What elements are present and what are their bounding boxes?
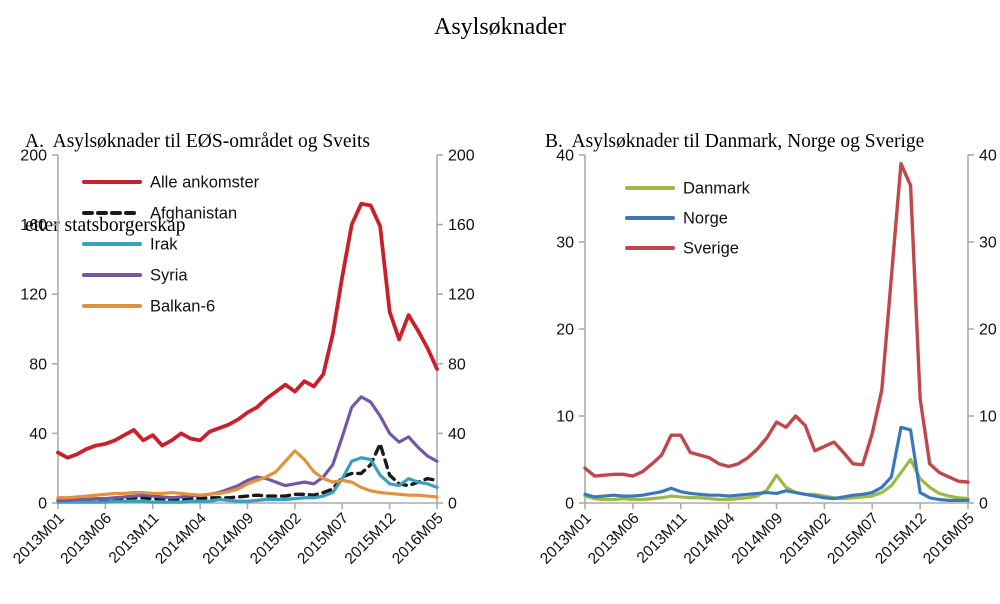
panel-b-y-tick-label-left: 10: [556, 409, 574, 426]
panel-a-y-tick-label-right: 40: [448, 426, 466, 443]
panel-b-x-tick-label: 2014M09: [729, 510, 787, 568]
panel-b-y-tick-label-right: 10: [979, 409, 997, 426]
panel-b-x-tick-label: 2014M04: [681, 510, 739, 568]
panel-b-y-tick-label-left: 40: [556, 148, 574, 165]
panel-a-x-tick-label: 2015M02: [247, 510, 305, 568]
panel-a-title-line1: A. Asylsøknader til EØS-området og Sveit…: [25, 131, 371, 152]
panel-a-series-line-balkan-6: [56, 449, 439, 500]
panel-b-y-tick-label-right: 30: [979, 235, 997, 252]
panel-b-x-tick-label: 2016M05: [920, 510, 978, 568]
panel-a-x-tick-label: 2014M04: [152, 510, 210, 568]
panel-b-y-tick-label-right: 40: [979, 148, 997, 165]
panel-a-x-tick-label: 2013M01: [10, 510, 68, 568]
panel-a-y-tick-label-right: 120: [448, 287, 475, 304]
panel-a-series-line-syria: [56, 395, 439, 502]
panel-b-y-tick-label-left: 0: [565, 496, 574, 513]
panel-b-series-line-danmark: [583, 457, 970, 502]
panel-b-x-tick-label: 2015M07: [824, 510, 882, 568]
panel-a-y-tick-label-right: 160: [448, 217, 475, 234]
panel-a-title-line2: etter statsborgerskap: [25, 215, 186, 236]
panel-a-y-tick-label-right: 80: [448, 356, 466, 373]
panel-a-y-tick-label-left: 160: [20, 217, 47, 234]
panel-a-y-tick-label-left: 0: [38, 496, 47, 513]
panel-b-y-tick-label-right: 0: [979, 496, 988, 513]
panel-a-y-tick-label-left: 80: [29, 356, 47, 373]
panel-a-legend-label-alle-ankomster: Alle ankomster: [150, 174, 260, 192]
panel-b-series-line-norge: [583, 425, 970, 502]
panel-a-y-tick-label-right: 200: [448, 148, 475, 165]
panel-a-x-tick-label: 2015M12: [342, 510, 400, 568]
panel-b-legend-label-norge: Norge: [683, 210, 728, 228]
panel-a-series-line-alle-ankomster: [56, 201, 439, 460]
panel-a-y-tick-label-left: 120: [20, 287, 47, 304]
panel-b-title-line1: B. Asylsøknader til Danmark, Norge og Sv…: [545, 131, 925, 152]
panel-b-series-line-sverige: [583, 161, 970, 484]
panel-a-legend-label-balkan-6: Balkan-6: [150, 298, 215, 316]
panel-a-title: A. Asylsøknader til EØS-området og Sveit…: [25, 72, 370, 296]
panel-b-title: B. Asylsøknader til Danmark, Norge og Sv…: [545, 72, 924, 212]
panel-b-legend-label-sverige: Sverige: [683, 240, 739, 258]
panel-b-x-tick-label: 2015M12: [872, 510, 930, 568]
panel-a-y-tick-label-left: 40: [29, 426, 47, 443]
panel-b-x-tick-label: 2015M02: [776, 510, 834, 568]
panel-b-y-tick-label-right: 20: [979, 322, 997, 339]
panel-b-x-tick-label: 2013M01: [537, 510, 595, 568]
panel-a-x-tick-label: 2015M07: [294, 510, 352, 568]
panel-b-y-tick-label-left: 20: [556, 322, 574, 339]
panel-a-y-tick-label-left: 200: [20, 148, 47, 165]
panel-b-y-tick-label-left: 30: [556, 235, 574, 252]
panel-b-x-tick-label: 2013M06: [585, 510, 643, 568]
panel-a-legend-label-irak: Irak: [150, 236, 178, 254]
panel-b-legend-label-danmark: Danmark: [683, 180, 751, 198]
panel-a-x-tick-label: 2013M06: [57, 510, 115, 568]
panel-a-legend-label-syria: Syria: [150, 267, 188, 285]
panel-a-legend-label-afghanistan: Afghanistan: [150, 205, 237, 223]
panel-a-series-line-irak: [56, 456, 439, 504]
panel-a-y-tick-label-right: 0: [448, 496, 457, 513]
panel-a-x-tick-label: 2016M05: [389, 510, 447, 568]
panel-a-x-tick-label: 2014M09: [200, 510, 258, 568]
figure-title: Asylsøknader: [434, 14, 566, 40]
